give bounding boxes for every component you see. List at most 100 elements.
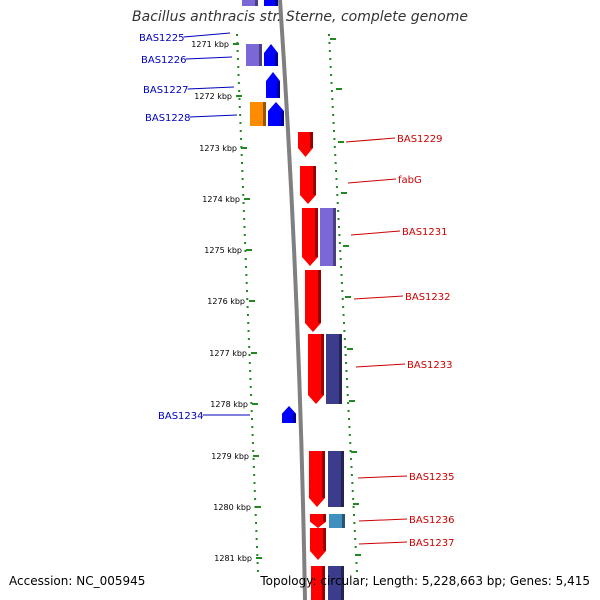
ruler-dot-right: [332, 130, 335, 132]
tick-dash: [252, 403, 258, 405]
ruler-dot-left: [256, 570, 259, 572]
ruler-dot-right: [354, 538, 357, 540]
ruler-dot-right: [350, 466, 353, 468]
ruler-dot-left: [252, 450, 255, 452]
gene-next: [311, 566, 325, 600]
tick-label: 1274 kbp: [202, 195, 240, 204]
ruler-dot-left: [241, 170, 244, 172]
gene-bas1235: [309, 451, 325, 507]
ruler-dot-left: [252, 466, 255, 468]
gene-bas1226-shade: [275, 53, 278, 66]
ruler-dot-left: [245, 274, 248, 276]
ruler-dot-right: [330, 82, 333, 84]
ruler-dot-right: [333, 138, 336, 140]
gene-bas1235-shade: [322, 451, 325, 498]
topology-text: Topology: circular; Length: 5,228,663 bp…: [260, 574, 590, 588]
leader-bas1232: [353, 295, 404, 300]
ruler-dot-right: [348, 434, 351, 436]
leader-bas1226: [185, 56, 233, 60]
ruler-dot-right: [329, 66, 332, 68]
ruler-dot-right: [337, 210, 340, 212]
ruler-dot-right: [352, 514, 355, 516]
cog-bas1233: [326, 334, 342, 404]
ruler-dot-left: [242, 210, 245, 212]
ruler-dot-right: [343, 338, 346, 340]
ruler-dot-left: [245, 266, 248, 268]
leader-bas1229: [345, 137, 396, 143]
ruler-dot-right: [330, 74, 333, 76]
tick-dash: [253, 455, 259, 457]
ruler-dot-left: [242, 202, 245, 204]
ruler-dot-left: [248, 354, 251, 356]
ruler-dot-right: [333, 146, 336, 148]
ruler-dot-right: [351, 490, 354, 492]
ruler-dot-right: [346, 386, 349, 388]
tick-marks: 1271 kbp 1272 kbp 1273 kbp 1274 kbp 1275 kbp…: [191, 40, 262, 563]
ruler-dot-right: [345, 362, 348, 364]
tick-dash: [256, 557, 262, 559]
ruler-dash: [330, 38, 336, 40]
gene-labels: BAS1225 BAS1226 BAS1227 BAS1228 BAS1234 BAS12…: [139, 32, 455, 549]
gene-bas1231: [302, 208, 318, 266]
ruler-dot-left: [249, 370, 252, 372]
gene-bas1232: [305, 270, 321, 332]
gene-fabg-shade: [313, 166, 316, 195]
gene-label-bas1237: BAS1237: [409, 538, 455, 549]
gene-bas1227: [266, 72, 280, 98]
ruler-dot-right: [347, 402, 350, 404]
tick-label: 1272 kbp: [194, 92, 232, 101]
gene-label-bas1227: BAS1227: [143, 85, 189, 96]
ruler-dot-left: [254, 514, 257, 516]
ruler-dot-left: [246, 298, 249, 300]
leader-bas1228: [189, 114, 238, 118]
ruler-dot-left: [247, 338, 250, 340]
leader-bas1231: [350, 230, 401, 236]
ruler-dot-left: [250, 410, 253, 412]
gene-label-bas1234: BAS1234: [158, 411, 204, 422]
ruler-dash: [338, 141, 344, 143]
cog-bas1235: [328, 451, 344, 507]
ruler-dot-left: [244, 242, 247, 244]
cog-bas1228: [250, 102, 266, 126]
tick-dash: [233, 43, 239, 45]
tick-dash: [251, 352, 257, 354]
gene-bas1234-shade: [293, 413, 296, 423]
ruler-dot-left: [253, 490, 256, 492]
ruler-dot-right: [342, 314, 345, 316]
ruler-dash: [355, 554, 361, 556]
ruler-dot-left: [241, 186, 244, 188]
ruler-dot-right: [349, 442, 352, 444]
ruler-dot-right: [353, 522, 356, 524]
cog-bas1225-shade: [255, 0, 258, 6]
ruler-dot-right: [342, 306, 345, 308]
ruler-dot-left: [238, 98, 241, 100]
ruler-dot-left: [249, 378, 252, 380]
ruler-dot-left: [236, 50, 239, 52]
tick-label: 1277 kbp: [209, 349, 247, 358]
gene-bas1225: [264, 0, 278, 6]
ruler-dash: [349, 400, 355, 402]
ruler-dot-right: [328, 34, 330, 36]
ruler-dash: [351, 451, 357, 453]
cog-bas1231-shade: [333, 208, 336, 266]
cog-bas1226: [246, 44, 262, 66]
ruler-dot-left: [250, 402, 253, 404]
ruler-dash: [336, 88, 342, 90]
cog-bas1226-shade: [259, 44, 262, 66]
ruler-dot-right: [334, 154, 337, 156]
leader-bas1227: [187, 86, 235, 90]
gene-bas1233: [308, 334, 324, 404]
tick-dash: [244, 198, 250, 200]
cog-next-shade: [341, 566, 344, 600]
leader-bas1236: [358, 518, 408, 522]
ruler-dot-right: [345, 378, 348, 380]
ruler-dash: [347, 348, 353, 350]
ruler-dot-left: [250, 418, 253, 420]
gene-bas1225-shade: [275, 0, 278, 6]
ruler-dot-right: [330, 90, 333, 92]
ruler-dot-right: [328, 42, 331, 44]
gene-bas1232-shade: [318, 270, 321, 323]
ruler-dot-left: [243, 218, 246, 220]
ruler-dot-left: [245, 290, 248, 292]
